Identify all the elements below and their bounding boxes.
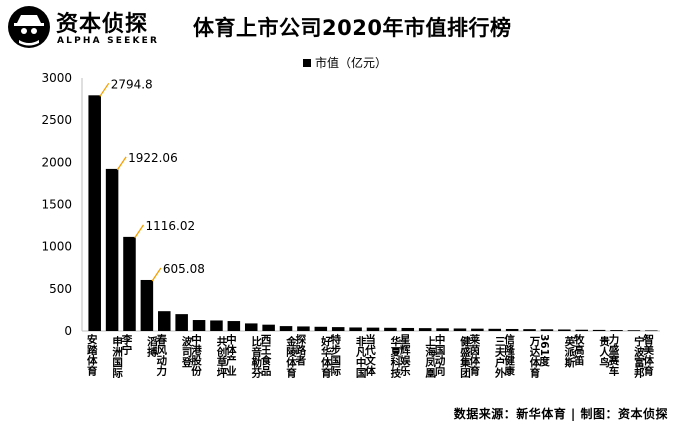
bar xyxy=(244,323,258,331)
data-label: 605.08 xyxy=(163,262,205,276)
data-label-leader xyxy=(151,267,162,282)
x-tick-label: 春风动力 xyxy=(155,333,167,377)
bar xyxy=(471,328,484,331)
x-tick-label: 特步国际 xyxy=(329,333,341,377)
y-tick-label: 1500 xyxy=(41,198,72,212)
x-tick-label: 西王食品 xyxy=(260,334,272,377)
x-tick-label: 波司登 xyxy=(181,335,193,367)
bar xyxy=(523,329,536,331)
source-footer: 数据来源：新华体育 | 制图：资本侦探 xyxy=(453,407,668,421)
bar xyxy=(123,236,136,331)
x-tick-label: 健盛集团 xyxy=(459,335,471,379)
x-tick-label: 当代文体 xyxy=(364,333,376,377)
bar xyxy=(349,327,362,331)
bar xyxy=(140,279,154,331)
y-tick-label: 2500 xyxy=(41,113,72,127)
detective-logo-icon xyxy=(8,6,50,48)
brand-logo: 资本侦探 ALPHA SEEKER xyxy=(8,6,183,50)
data-label: 1922.06 xyxy=(128,151,178,165)
x-tick-label: 贵人鸟 xyxy=(598,335,610,368)
x-tick-label: 非凡中国 xyxy=(355,335,367,379)
bar xyxy=(175,314,188,331)
x-tick-label: 华夏科技 xyxy=(389,335,401,379)
data-label-leader xyxy=(99,82,110,97)
x-tick-label: 星辉娱乐 xyxy=(399,334,411,377)
x-tick-label: 万达体育 xyxy=(529,336,541,379)
bar xyxy=(210,320,223,331)
data-labels: 2794.8 1922.06 1116.02 605.08 xyxy=(99,77,205,282)
bar xyxy=(279,326,293,331)
bar xyxy=(314,326,328,331)
y-tick-label: 0 xyxy=(64,324,72,338)
bar xyxy=(297,326,310,331)
x-tick-label: 好华体育 xyxy=(320,335,332,379)
bar xyxy=(540,329,554,331)
x-tick-label: 力盛赛车 xyxy=(608,333,620,377)
bar xyxy=(105,168,119,331)
x-tick-label: 361度 xyxy=(538,334,550,367)
x-tick-label: 莱茵体育 xyxy=(468,333,480,377)
legend-swatch xyxy=(303,59,311,67)
legend-label: 市值（亿元） xyxy=(315,55,387,70)
y-tick-label: 2000 xyxy=(41,155,72,169)
y-tick-label: 1000 xyxy=(41,240,72,254)
bar xyxy=(505,328,519,331)
x-tick-label: 智美体育 xyxy=(642,333,654,377)
x-tick-label: 中国动向 xyxy=(434,333,446,377)
bar xyxy=(227,321,241,331)
x-tick-label: 中港股份 xyxy=(190,333,202,377)
x-tick-label: 申洲国际 xyxy=(111,335,123,379)
bar xyxy=(575,329,588,331)
x-tick-label: 共创草坪 xyxy=(215,335,227,379)
bar xyxy=(436,328,449,331)
brand-name: 资本侦探 xyxy=(56,12,149,37)
x-tick-label: 探路者 xyxy=(294,333,306,366)
x-tick-label: 英派斯 xyxy=(563,335,575,368)
data-label-leader xyxy=(134,224,145,239)
bar xyxy=(384,327,397,331)
brand-subtitle: ALPHA SEEKER xyxy=(57,36,160,46)
bar xyxy=(418,328,432,331)
bar xyxy=(645,330,658,332)
bar xyxy=(453,328,467,331)
x-tick-label: 李宁 xyxy=(120,333,132,356)
bar xyxy=(192,320,206,331)
bar xyxy=(488,328,502,331)
bar xyxy=(592,329,606,331)
x-tick-label: 信隆健康 xyxy=(503,333,515,377)
x-tick-label: 金陵体育 xyxy=(285,335,297,379)
x-tick-label: 宁波富邦 xyxy=(633,335,645,379)
y-tick-label: 3000 xyxy=(41,71,72,85)
x-tick-label: 牧高笛 xyxy=(573,333,585,366)
x-tick-label: 中体产业 xyxy=(225,333,237,376)
legend: 市值（亿元） xyxy=(303,55,387,70)
bar xyxy=(262,324,275,331)
y-tick-label: 500 xyxy=(49,282,72,296)
data-label-leader xyxy=(116,156,127,171)
bars xyxy=(88,95,658,332)
bar xyxy=(366,327,380,331)
bar xyxy=(88,95,101,331)
data-label: 2794.8 xyxy=(111,77,153,91)
x-tick-label: 三夫户外 xyxy=(494,336,506,379)
x-tick-label: 安踏体育 xyxy=(86,333,98,377)
x-tick-label: 上海凤凰 xyxy=(424,335,436,379)
x-tick-label: 滔搏 xyxy=(146,335,158,358)
bar xyxy=(331,327,345,331)
bar xyxy=(627,330,641,331)
bar xyxy=(558,329,571,331)
chart-title: 体育上市公司2020年市值排行榜 xyxy=(193,16,512,40)
bar xyxy=(610,330,623,331)
x-tick-label: 比音勒芬 xyxy=(250,335,262,379)
bar xyxy=(401,327,415,331)
y-tick-labels: 0 500 1000 1500 2000 2500 3000 xyxy=(41,71,72,338)
bar xyxy=(158,311,171,331)
data-label: 1116.02 xyxy=(145,219,195,233)
